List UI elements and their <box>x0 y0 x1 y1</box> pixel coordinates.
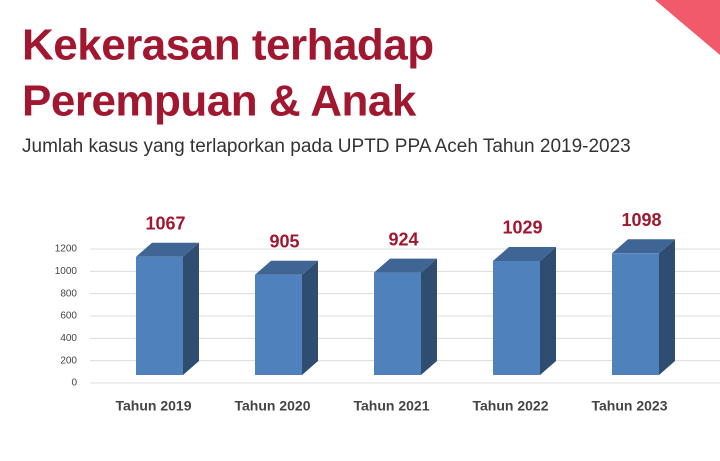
chart-title: Perempuan & Anak <box>22 77 417 126</box>
x-tick-label: Tahun 2022 <box>473 398 549 414</box>
y-tick-label: 1200 <box>55 244 78 255</box>
bar-top <box>612 239 675 254</box>
bar-top <box>374 258 437 273</box>
value-label: 924 <box>388 229 418 249</box>
bar-side <box>421 258 437 375</box>
y-tick-label: 400 <box>60 333 77 344</box>
bar <box>136 256 183 375</box>
corner-decoration <box>655 0 720 55</box>
chart-subtitle: Jumlah kasus yang terlaporkan pada UPTD … <box>22 136 631 157</box>
y-tick-label: 800 <box>60 288 77 299</box>
value-label: 905 <box>269 231 299 251</box>
y-tick-label: 600 <box>60 311 77 322</box>
x-tick-label: Tahun 2020 <box>235 398 311 414</box>
bar-top <box>493 246 556 261</box>
x-tick-label: Tahun 2021 <box>354 398 430 414</box>
y-tick-label: 0 <box>71 378 77 389</box>
chart-title: Kekerasan terhadap <box>22 21 434 70</box>
bar-top <box>136 242 199 257</box>
value-label: 1098 <box>621 210 661 230</box>
y-tick-label: 1000 <box>55 266 78 277</box>
bar-side <box>540 246 556 375</box>
bar-side <box>302 260 318 375</box>
y-tick-label: 200 <box>60 355 77 366</box>
x-tick-label: Tahun 2023 <box>592 398 668 414</box>
x-tick-label: Tahun 2019 <box>116 398 192 414</box>
bar-side <box>183 242 199 375</box>
bar-side <box>659 239 675 375</box>
value-label: 1029 <box>502 218 542 238</box>
bar-top <box>255 260 318 275</box>
bar <box>374 272 421 375</box>
bar <box>255 274 302 375</box>
bar <box>612 253 659 375</box>
value-label: 1067 <box>145 213 185 233</box>
bar <box>493 260 540 375</box>
